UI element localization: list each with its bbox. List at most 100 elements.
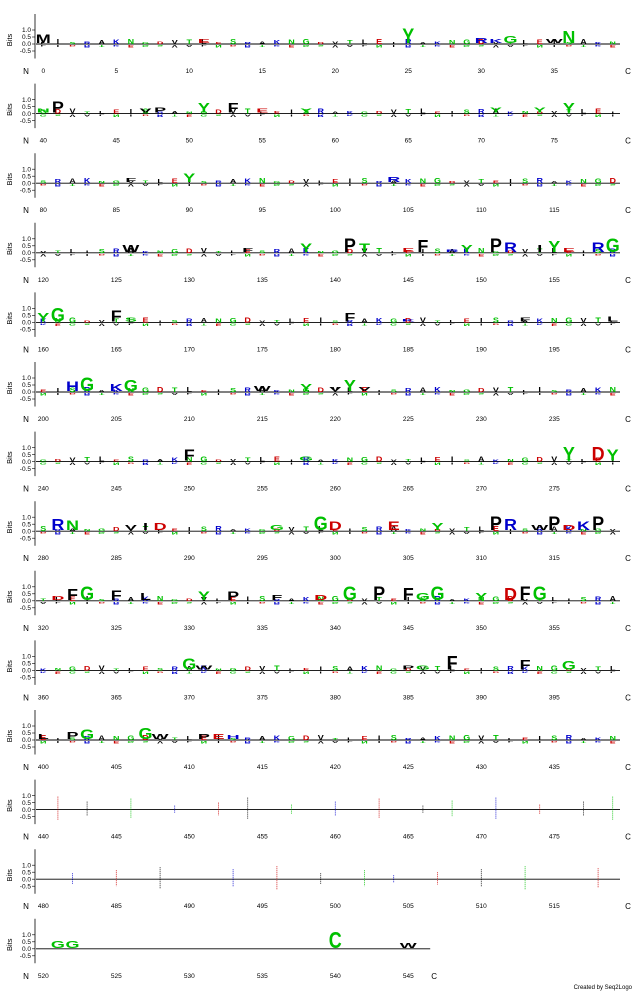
residue-letter: S [332, 665, 338, 672]
x-tick-label: 535 [257, 973, 268, 980]
residue-letter: K [40, 323, 47, 324]
y-tick-label: 0.0 [22, 876, 31, 883]
residue-letter: E [245, 248, 251, 254]
residue-letter: D [361, 532, 368, 533]
residue-letter: F [520, 658, 531, 672]
x-tick-label: 185 [403, 346, 414, 353]
residue-letter: E [289, 392, 295, 396]
x-tick-label: 400 [38, 764, 49, 771]
residue-letter: N [201, 740, 207, 744]
residue-letter: I [407, 601, 410, 604]
residue-letter: I [57, 738, 60, 741]
residue-letter: I [159, 323, 162, 326]
residue-letter: G [565, 315, 572, 324]
residue-letter: D [536, 456, 543, 463]
residue-letter: K [303, 596, 310, 602]
residue-letter: I [451, 454, 453, 463]
residue-letter: E [434, 112, 441, 115]
residue-letter: R [84, 385, 91, 394]
residue-letter: T [508, 41, 514, 45]
x-tick-label: 205 [111, 416, 122, 423]
residue-letter: E [420, 183, 426, 187]
y-tick-label: 1.0 [22, 375, 31, 382]
residue-letter: D [303, 114, 310, 115]
residue-letter: A [171, 740, 178, 743]
n-terminus-label: N [23, 833, 29, 842]
residue-letter: I [378, 734, 380, 741]
x-tick-label: 530 [184, 973, 195, 980]
residue-letter: R [84, 392, 90, 396]
residue-letter: G [551, 671, 558, 674]
residue-letter: N [449, 390, 456, 393]
residue-letter: L [449, 663, 455, 672]
residue-letter: I [188, 176, 190, 185]
x-tick-label: 135 [257, 277, 268, 284]
residue-letter: D [259, 601, 266, 602]
residue-letter: T [566, 109, 572, 115]
residue-letter: T [318, 462, 324, 465]
residue-letter: L [347, 737, 352, 741]
residue-letter: S [522, 177, 528, 184]
residue-letter: N [157, 593, 164, 602]
residue-letter: N [55, 668, 61, 672]
residue-letter: G [492, 601, 499, 604]
residue-letter: R [215, 531, 221, 535]
residue-letter: K [434, 741, 441, 742]
residue-letter: D [186, 598, 192, 602]
residue-letter: D [504, 584, 517, 604]
residue-letter: L [318, 532, 324, 533]
residue-letter: D [551, 393, 558, 394]
residue-letter: I [407, 596, 410, 602]
y-tick-label: 0.0 [22, 598, 31, 605]
residue-letter: T [449, 601, 455, 604]
residue-letter: E [113, 109, 119, 115]
residue-letter: E [610, 740, 616, 744]
residue-letter: T [479, 462, 485, 465]
residue-letter: D [142, 733, 149, 742]
residue-letter: Y [563, 102, 575, 116]
residue-letter: K [463, 601, 470, 602]
residue-letter: D [40, 184, 47, 185]
x-tick-label: 125 [111, 277, 122, 284]
c-terminus-label: C [625, 206, 631, 215]
residue-letter: N [244, 253, 250, 257]
residue-letter: F [520, 316, 531, 323]
residue-letter: A [69, 528, 75, 532]
x-tick-label: 315 [549, 555, 560, 562]
residue-letter: T [435, 320, 441, 323]
residue-letter: I [509, 183, 512, 186]
residue-letter: A [580, 387, 587, 393]
residue-letter: R [244, 740, 250, 744]
residue-letter: N [609, 41, 615, 45]
residue-letter: N [420, 528, 426, 532]
x-tick-label: 500 [330, 903, 341, 910]
residue-letter: I [611, 114, 614, 117]
residue-letter: A [580, 37, 587, 46]
residue-letter: L [318, 184, 324, 185]
residue-letter: H [227, 734, 240, 741]
y-tick-label: 1.0 [22, 862, 31, 869]
residue-letter: L [362, 45, 368, 46]
residue-letter: N [376, 44, 382, 48]
x-tick-label: 460 [330, 834, 341, 841]
y-tick-label: 1.0 [22, 27, 31, 34]
residue-letter: A [595, 323, 602, 326]
residue-letter: L [260, 112, 266, 115]
residue-letter: I [143, 522, 148, 533]
residue-letter: E [595, 457, 601, 463]
y-tick-label: -0.5 [20, 257, 32, 264]
residue-letter: D [478, 387, 484, 393]
residue-letter: F [67, 586, 78, 604]
residue-letter: I [378, 392, 381, 395]
residue-letter: D [332, 671, 339, 672]
residue-letter: E [361, 385, 367, 394]
residue-letter: V [230, 113, 236, 117]
residue-letter: V [128, 525, 135, 532]
residue-letter: N [215, 317, 221, 323]
residue-letter: K [376, 317, 383, 324]
residue-letter: N [113, 461, 119, 465]
x-tick-label: 390 [476, 694, 487, 701]
y-tick-label: -0.5 [20, 535, 32, 542]
residue-letter: Y [548, 238, 560, 256]
